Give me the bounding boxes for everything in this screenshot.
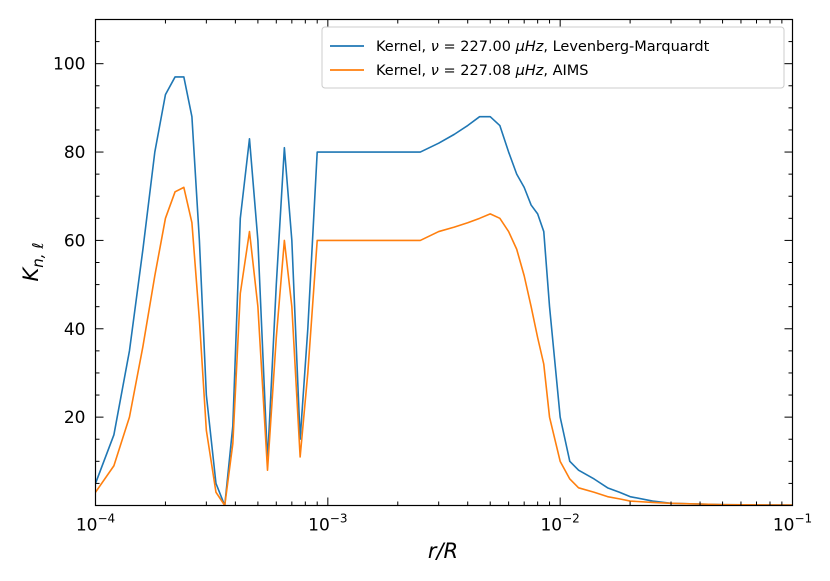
series-line-1 xyxy=(95,76,793,506)
y-tick-label: 60 xyxy=(64,231,86,251)
legend-box xyxy=(321,26,785,89)
series-layer xyxy=(95,76,793,506)
y-axis-title-main: K xyxy=(19,266,43,282)
y-axis-title-sub: n, ℓ xyxy=(29,242,47,267)
legend-label-2: Kernel, ν = 227.08 μHz, AIMS xyxy=(376,63,589,79)
x-axis-title: r/R xyxy=(428,539,458,563)
y-tick-label: 20 xyxy=(64,408,86,428)
legend: Kernel, ν = 227.00 μHz, Levenberg-Marqua… xyxy=(321,26,785,89)
x-tick-label: 10−4 xyxy=(76,512,115,536)
x-tick-label: 10−2 xyxy=(540,512,579,536)
y-tick-label: 100 xyxy=(53,55,85,75)
ticks-layer xyxy=(95,19,793,506)
x-tick-label: 10−3 xyxy=(308,512,347,536)
legend-label-1: Kernel, ν = 227.00 μHz, Levenberg-Marqua… xyxy=(376,39,710,55)
y-axis-title: Kn, ℓ xyxy=(19,242,47,281)
x-tick-label: 10−1 xyxy=(773,512,812,536)
series-line-2 xyxy=(95,186,793,506)
labels-layer: 10−4 10−3 10−2 10−1 20 40 60 80 100 xyxy=(53,55,812,536)
y-tick-label: 40 xyxy=(64,320,86,340)
y-tick-label: 80 xyxy=(64,143,86,163)
